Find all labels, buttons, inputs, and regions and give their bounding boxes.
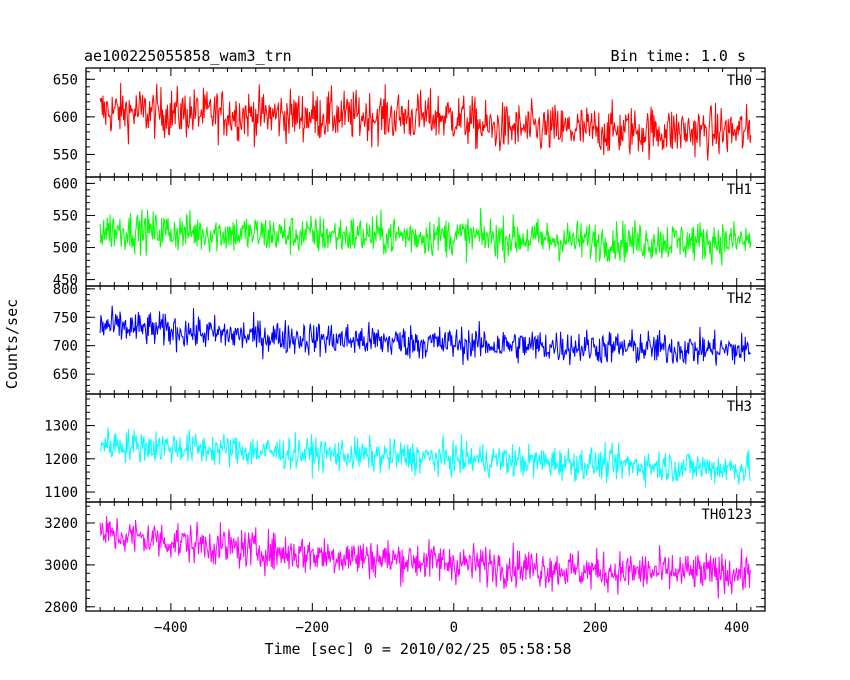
x-tick-label: −200 — [295, 620, 329, 636]
x-tick-label: −400 — [154, 620, 188, 636]
panel-label-th3: TH3 — [727, 399, 752, 415]
y-tick-label: 500 — [53, 241, 78, 257]
panel-label-th1: TH1 — [727, 182, 752, 198]
y-tick-label: 1200 — [44, 452, 78, 468]
series-line-th3 — [99, 427, 752, 488]
y-axis-label: Counts/sec — [3, 299, 21, 389]
y-tick-label: 1100 — [44, 485, 78, 501]
y-tick-label: 650 — [53, 72, 78, 88]
panels-group: TH0 550 600 650 TH1 450 500 550 600 TH2 650 700 750 8… — [44, 67, 766, 636]
series-line-th2 — [99, 305, 752, 366]
chart-title-left: ae100225055858_wam3_trn — [84, 47, 292, 65]
y-tick-label: 600 — [53, 176, 78, 192]
y-tick-label: 1300 — [44, 419, 78, 435]
series-line-th1 — [99, 207, 752, 266]
y-tick-label: 450 — [53, 273, 78, 289]
panel-label-th2: TH2 — [727, 291, 752, 307]
y-tick-label: 2800 — [44, 600, 78, 616]
y-tick-label: 3000 — [44, 558, 78, 574]
y-tick-label: 800 — [53, 282, 78, 298]
panel-label-th0123: TH0123 — [701, 507, 752, 523]
y-tick-label: 650 — [53, 367, 78, 383]
y-tick-label: 550 — [53, 208, 78, 224]
x-axis-label: Time [sec] 0 = 2010/02/25 05:58:58 — [264, 640, 571, 658]
y-tick-label: 750 — [53, 310, 78, 326]
y-tick-label: 550 — [53, 147, 78, 163]
panel-label-th0: TH0 — [727, 73, 752, 89]
x-tick-label: 0 — [450, 620, 458, 636]
panel-frame-th0123 — [85, 501, 766, 612]
chart-title-right: Bin time: 1.0 s — [611, 47, 746, 65]
x-tick-label: 200 — [583, 620, 608, 636]
y-tick-label: 3200 — [44, 516, 78, 532]
y-tick-label: 600 — [53, 110, 78, 126]
series-line-th0 — [99, 82, 752, 161]
y-tick-label: 700 — [53, 339, 78, 355]
series-line-th0123 — [99, 515, 752, 599]
x-tick-label: 400 — [724, 620, 749, 636]
